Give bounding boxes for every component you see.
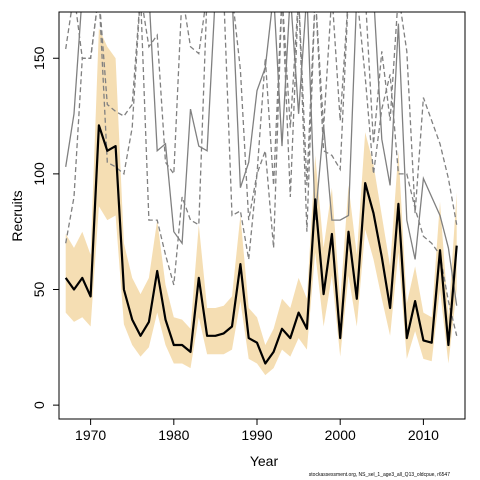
y-axis: 0 50 100 150 bbox=[31, 46, 59, 409]
x-tick-label: 1980 bbox=[158, 427, 189, 443]
x-tick-label: 2000 bbox=[325, 427, 356, 443]
y-tick-label: 150 bbox=[31, 46, 47, 70]
y-tick-label: 100 bbox=[31, 162, 47, 186]
confidence-band bbox=[65, 28, 457, 376]
comparison-dashed-1-line bbox=[65, 12, 458, 225]
estimate-line bbox=[64, 124, 458, 365]
x-tick-label: 1990 bbox=[241, 427, 272, 443]
footer-credit: stockassessment.org, NS_sel_1_age3_all_Q… bbox=[308, 472, 450, 478]
plot-frame bbox=[58, 11, 466, 420]
comparison-solid-line bbox=[65, 12, 458, 306]
confidence-band-area bbox=[65, 28, 457, 376]
x-axis-label: Year bbox=[250, 453, 279, 469]
x-tick-label: 2010 bbox=[408, 427, 439, 443]
y-tick-label: 50 bbox=[31, 282, 47, 298]
y-tick-label: 0 bbox=[31, 401, 47, 409]
x-axis: 1970 1980 1990 2000 2010 bbox=[75, 419, 439, 443]
comparison-dashed-2-line bbox=[65, 12, 458, 336]
comparison-lines bbox=[65, 12, 458, 336]
x-tick-label: 1970 bbox=[75, 427, 106, 443]
y-axis-label: Recruits bbox=[9, 190, 25, 241]
estimate-line-group bbox=[64, 124, 458, 365]
